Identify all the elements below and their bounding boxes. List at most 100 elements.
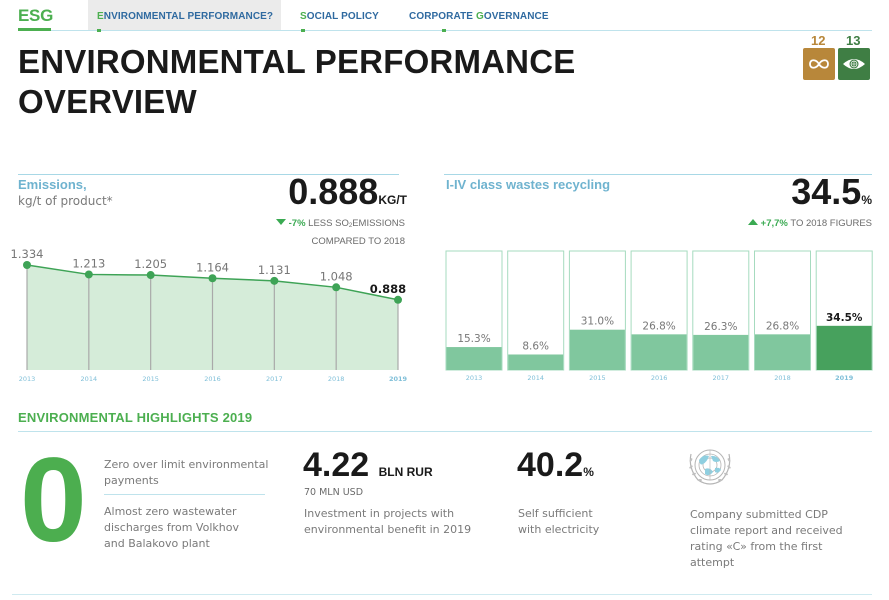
tab-marker [301, 29, 305, 32]
emissions-delta-text-2: EMISSIONS [352, 218, 405, 229]
tab-environmental-performance[interactable]: ENVIRONMENTAL PERFORMANCE? [88, 0, 281, 30]
x-tick-2017: 2017 [713, 374, 730, 382]
emissions-number: 0.888 [288, 171, 379, 212]
tab-initial: G [475, 11, 484, 22]
recycling-bar-chart: 15.3% 2013 8.6% 2014 31.0% 2015 26.8% 2016 26.3%… [445, 250, 873, 382]
x-tick-2014: 2014 [81, 375, 98, 383]
emissions-delta-sub: 2 [348, 223, 353, 229]
page-title: ENVIRONMENTAL PERFORMANCE OVERVIEW [18, 42, 575, 122]
recycling-number: 34.5 [791, 171, 862, 212]
tab-label-prefix: CORPORATE [409, 11, 476, 22]
arrow-down-icon [275, 219, 286, 225]
un-emblem-icon [689, 449, 731, 485]
x-tick-2014: 2014 [527, 374, 544, 382]
infinity-icon [809, 59, 829, 69]
x-tick-2013: 2013 [19, 375, 36, 383]
x-tick-2019: 2019 [389, 375, 408, 383]
tab-label: NVIRONMENTAL PERFORMANCE? [103, 11, 274, 22]
x-tick-2013: 2013 [466, 374, 483, 382]
data-label-2018: 1.048 [320, 269, 353, 283]
x-tick-2018: 2018 [774, 374, 791, 382]
x-tick-2017: 2017 [266, 375, 283, 383]
sdg-13-number: 13 [846, 33, 861, 48]
data-label-2016: 1.164 [196, 260, 229, 274]
bar-label-2019: 34.5% [826, 312, 863, 324]
x-tick-2015: 2015 [589, 374, 606, 382]
tab-corporate-governance[interactable]: CORPORATE GOVERNANCE [409, 0, 549, 30]
page-title-line-1: ENVIRONMENTAL PERFORMANCE [18, 43, 576, 80]
data-point-2015 [146, 271, 155, 280]
top-nav: ESG ENVIRONMENTAL PERFORMANCE? SOCIAL PO… [0, 0, 889, 32]
data-point-2019 [394, 295, 402, 304]
zero-payments-text: Zero over limit environmental payments [104, 458, 269, 487]
sdg-divider [772, 30, 872, 31]
zero-figure: 0 [20, 433, 87, 567]
data-label-2013: 1.334 [11, 247, 44, 261]
investment-unit: BLN RUR [378, 465, 433, 479]
nav-divider [18, 30, 772, 31]
x-tick-2015: 2015 [142, 375, 159, 383]
bar-label-2017: 26.3% [704, 321, 737, 333]
x-tick-2016: 2016 [651, 374, 668, 382]
emissions-value: 0.888KG/T [288, 172, 407, 220]
self-sufficiency-value: 40.2% [517, 447, 594, 490]
data-label-2017: 1.131 [258, 263, 291, 277]
tab-marker [97, 29, 101, 32]
data-label-2019: 0.888 [370, 282, 406, 296]
data-point-2016 [208, 274, 217, 283]
sdg-12-badge[interactable] [803, 48, 835, 80]
x-tick-2019: 2019 [835, 374, 854, 382]
recycling-delta: +7,7% TO 2018 FIGURES [747, 216, 872, 231]
sdg-12-number: 12 [811, 33, 826, 48]
bar-label-2016: 26.8% [642, 320, 675, 332]
zero-wastewater-text: Almost zero wastewater discharges from V… [104, 505, 239, 550]
recycling-delta-text: TO 2018 FIGURES [787, 218, 872, 229]
recycling-value: 34.5% [791, 172, 872, 220]
data-point-2017 [270, 276, 279, 285]
emissions-unit: KG/T [378, 193, 407, 207]
data-label-2015: 1.205 [134, 257, 167, 271]
emissions-title: Emissions, [18, 177, 87, 192]
bar-2015 [569, 329, 625, 370]
self-sufficiency-text: Self sufficient with electricity [518, 507, 600, 536]
self-sufficiency-number: 40.2 [517, 446, 584, 484]
investment-number: 4.22 [303, 446, 370, 484]
esg-logo[interactable]: ESG [18, 6, 54, 25]
bar-2013 [446, 347, 502, 370]
bar-2014 [508, 354, 564, 370]
recycling-unit: % [861, 193, 872, 207]
x-tick-2018: 2018 [328, 375, 345, 383]
highlights-title: ENVIRONMENTAL HIGHLIGHTS 2019 [18, 410, 253, 425]
bar-label-2014: 8.6% [522, 340, 549, 352]
bar-2017 [693, 334, 749, 370]
bar-label-2015: 31.0% [581, 316, 614, 328]
bar-label-2018: 26.8% [766, 320, 799, 332]
bar-frame-2014 [507, 250, 565, 371]
data-point-2014 [84, 270, 93, 279]
emissions-delta-value: -7% [288, 218, 306, 229]
bar-2018 [755, 334, 810, 370]
recycling-delta-value: +7,7% [760, 218, 788, 229]
page-title-line-2: OVERVIEW [18, 83, 197, 120]
tab-initial: S [300, 11, 307, 22]
investment-value: 4.22 BLN RUR [303, 447, 433, 490]
tab-social-policy[interactable]: SOCIAL POLICY [300, 0, 379, 30]
bar-2016 [631, 334, 687, 370]
emissions-delta-line-2: COMPARED TO 2018 [311, 236, 405, 247]
self-sufficiency-unit: % [583, 465, 594, 479]
emissions-area-chart: 1.334 2013 1.213 2014 1.205 2015 1.164 2016 1.13… [11, 247, 408, 383]
eye-globe-icon [843, 59, 865, 69]
bottom-divider [12, 594, 872, 595]
zero-separator [104, 494, 265, 495]
x-tick-2016: 2016 [204, 375, 221, 383]
esg-logo-underline [18, 28, 51, 31]
recycling-title: I-IV class wastes recycling [446, 177, 611, 192]
emissions-divider [18, 174, 399, 175]
tab-label: OVERNANCE [483, 11, 549, 22]
data-point-2018 [332, 283, 341, 292]
emissions-delta-text: LESS SO [305, 218, 349, 229]
tab-marker [442, 29, 446, 32]
recycling-divider [444, 174, 872, 175]
highlights-divider [18, 431, 872, 432]
sdg-13-badge[interactable] [838, 48, 870, 80]
